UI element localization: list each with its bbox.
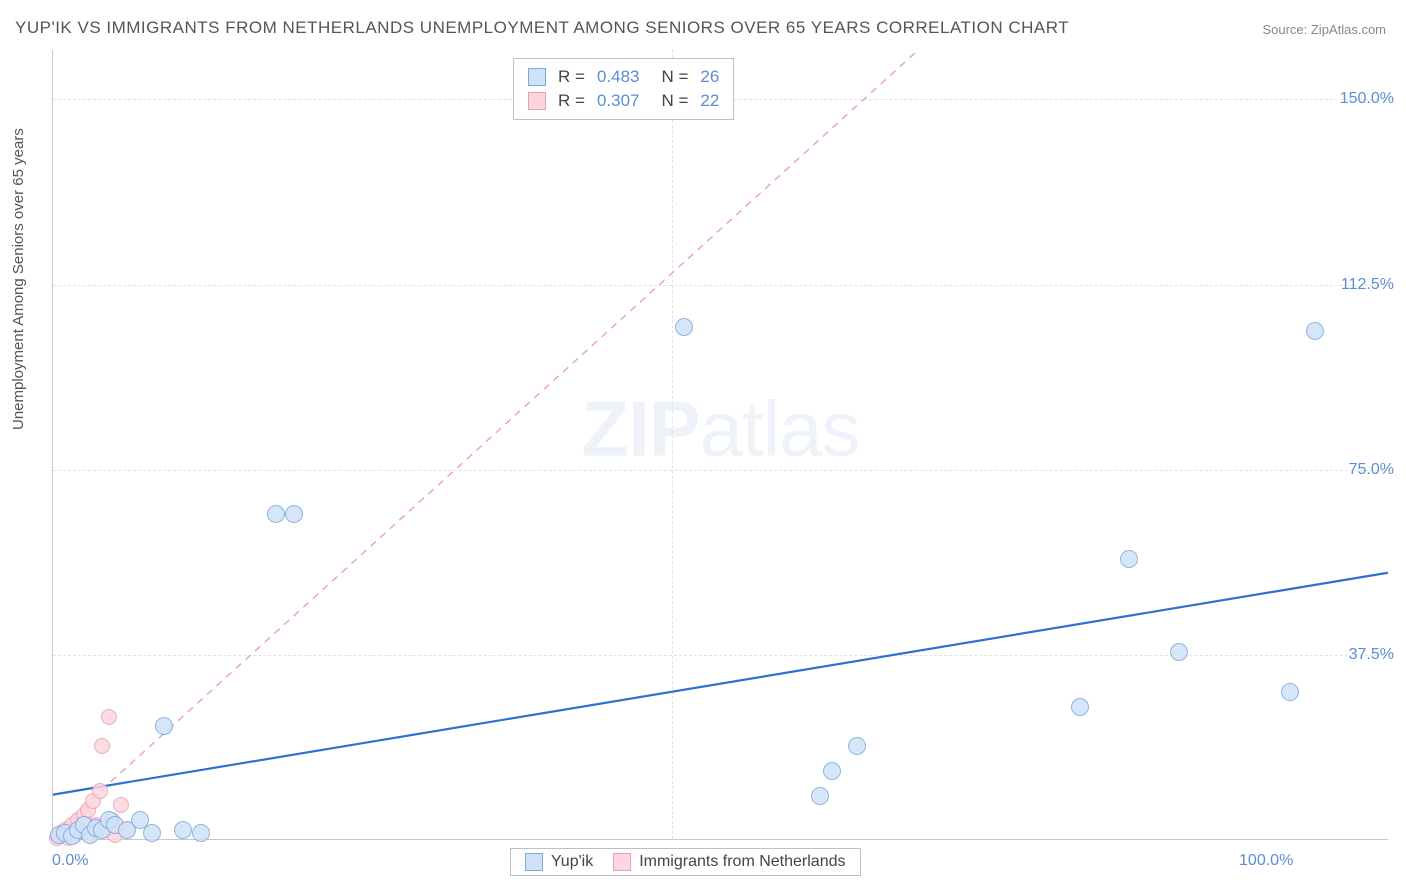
legend-item: Yup'ik: [525, 853, 593, 871]
legend-swatch: [528, 68, 546, 86]
legend-label: Immigrants from Netherlands: [639, 853, 845, 871]
data-point: [1281, 683, 1299, 701]
data-point: [811, 787, 829, 805]
legend-swatch: [528, 92, 546, 110]
data-point: [92, 783, 108, 799]
data-point: [1170, 643, 1188, 661]
watermark-bold: ZIP: [581, 384, 699, 472]
y-tick-label: 112.5%: [1341, 276, 1394, 294]
legend-label: Yup'ik: [551, 853, 593, 871]
n-label: N =: [661, 67, 688, 87]
legend-item: Immigrants from Netherlands: [613, 853, 845, 871]
gridline-h: [53, 655, 1388, 656]
trend-line: [53, 50, 918, 834]
n-value: 22: [700, 91, 719, 111]
watermark: ZIPatlas: [581, 383, 859, 474]
plot-area: ZIPatlas R = 0.483 N = 26 R = 0.307 N = 22: [52, 50, 1388, 840]
legend-swatch: [613, 853, 631, 871]
r-value: 0.307: [597, 91, 640, 111]
data-point: [94, 738, 110, 754]
data-point: [1120, 550, 1138, 568]
gridline-h: [53, 285, 1388, 286]
x-tick-label: 100.0%: [1239, 852, 1293, 870]
r-label: R =: [558, 67, 585, 87]
data-point: [285, 505, 303, 523]
correlation-row: R = 0.307 N = 22: [528, 89, 719, 113]
data-point: [155, 717, 173, 735]
data-point: [675, 318, 693, 336]
data-point: [174, 821, 192, 839]
data-point: [848, 737, 866, 755]
gridline-v: [672, 50, 673, 839]
x-tick-label: 0.0%: [52, 852, 88, 870]
trend-lines: [53, 50, 1388, 839]
y-axis-label: Unemployment Among Seniors over 65 years: [10, 128, 27, 430]
n-value: 26: [700, 67, 719, 87]
data-point: [101, 709, 117, 725]
data-point: [823, 762, 841, 780]
legend-swatch: [525, 853, 543, 871]
data-point: [192, 824, 210, 842]
r-value: 0.483: [597, 67, 640, 87]
data-point: [267, 505, 285, 523]
data-point: [1306, 322, 1324, 340]
trend-line: [53, 573, 1388, 795]
data-point: [143, 824, 161, 842]
series-legend: Yup'ik Immigrants from Netherlands: [510, 848, 861, 876]
r-label: R =: [558, 91, 585, 111]
chart-title: YUP'IK VS IMMIGRANTS FROM NETHERLANDS UN…: [15, 18, 1069, 38]
n-label: N =: [661, 91, 688, 111]
data-point: [1071, 698, 1089, 716]
correlation-legend: R = 0.483 N = 26 R = 0.307 N = 22: [513, 58, 734, 120]
data-point: [113, 797, 129, 813]
y-tick-label: 75.0%: [1349, 461, 1394, 479]
watermark-light: atlas: [700, 384, 860, 472]
gridline-h: [53, 470, 1388, 471]
y-tick-label: 37.5%: [1349, 646, 1394, 664]
source-attribution: Source: ZipAtlas.com: [1262, 22, 1386, 37]
correlation-row: R = 0.483 N = 26: [528, 65, 719, 89]
y-tick-label: 150.0%: [1340, 90, 1394, 108]
